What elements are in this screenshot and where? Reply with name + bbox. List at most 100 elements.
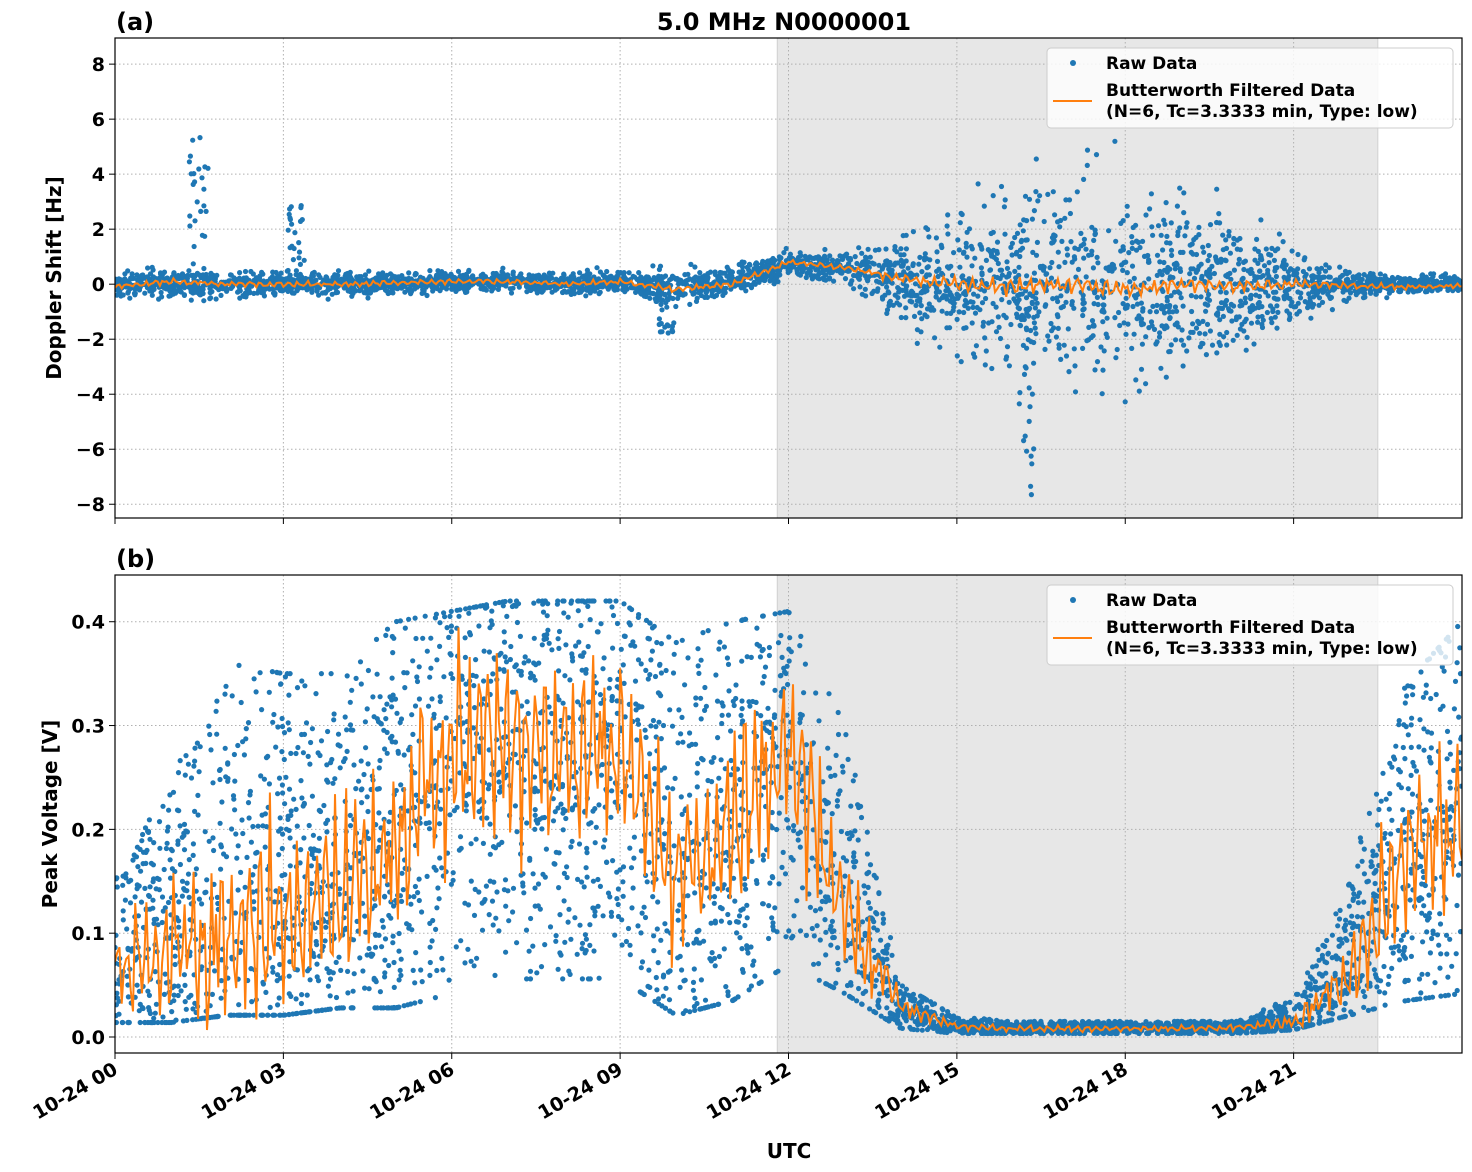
y-tick-label: −8	[76, 494, 105, 516]
raw-data-point	[937, 344, 943, 350]
panel-a: (a) 5.0 MHz N0000001 Doppler Shift [Hz] …	[42, 8, 1463, 524]
raw-data-point	[1374, 984, 1380, 990]
raw-data-point	[948, 263, 954, 269]
raw-data-point	[843, 252, 849, 258]
raw-data-point	[990, 193, 996, 199]
raw-data-point	[530, 943, 536, 949]
raw-data-point	[922, 251, 928, 257]
raw-data-point	[502, 877, 509, 883]
raw-data-point	[518, 271, 524, 277]
raw-data-point	[1236, 261, 1242, 267]
y-tick-label: 4	[92, 164, 105, 186]
raw-data-point	[285, 227, 291, 233]
raw-data-point	[1017, 323, 1024, 329]
raw-data-point	[1376, 806, 1382, 813]
raw-data-point	[1410, 289, 1417, 295]
raw-data-point	[1067, 210, 1073, 217]
raw-data-point	[212, 968, 218, 974]
raw-data-point	[1430, 931, 1436, 937]
raw-data-point	[1017, 253, 1023, 260]
raw-data-point	[1178, 337, 1184, 343]
raw-data-point	[1244, 334, 1250, 340]
raw-data-point	[1037, 263, 1043, 270]
raw-data-point	[1150, 303, 1156, 309]
raw-data-point	[1172, 304, 1178, 310]
raw-data-point	[878, 1013, 884, 1019]
raw-data-point	[1312, 979, 1318, 985]
raw-data-point	[1002, 231, 1008, 237]
raw-data-point	[972, 310, 979, 316]
raw-data-point	[724, 655, 731, 661]
raw-data-point	[595, 903, 601, 909]
raw-data-point	[808, 799, 814, 805]
raw-data-point	[177, 288, 183, 294]
raw-data-point	[207, 290, 213, 296]
raw-data-point	[777, 673, 784, 679]
raw-data-point	[149, 292, 155, 298]
raw-data-point	[980, 319, 987, 325]
raw-data-point	[1030, 293, 1036, 299]
raw-data-point	[1207, 328, 1213, 334]
y-tick-label: 2	[92, 219, 105, 241]
raw-data-point	[1124, 203, 1130, 209]
raw-data-point	[1298, 290, 1304, 296]
raw-data-point	[1237, 247, 1243, 253]
raw-data-point	[990, 229, 996, 235]
raw-data-point	[1133, 377, 1139, 383]
raw-data-point	[1037, 193, 1043, 199]
raw-data-point	[673, 303, 679, 310]
raw-data-point	[208, 270, 214, 276]
raw-data-point	[134, 982, 140, 988]
raw-data-point	[842, 276, 849, 282]
raw-data-point	[354, 274, 360, 280]
raw-data-point	[1158, 365, 1164, 371]
raw-data-point	[651, 766, 658, 772]
raw-data-point	[765, 258, 771, 264]
raw-data-point	[201, 265, 207, 272]
raw-data-point	[1001, 312, 1007, 318]
y-tick-label: 6	[92, 109, 105, 131]
raw-data-point	[736, 269, 742, 275]
raw-data-point	[1319, 299, 1326, 305]
raw-data-point	[1149, 323, 1155, 329]
raw-data-point	[604, 268, 610, 275]
raw-data-point	[851, 272, 857, 279]
raw-data-point	[900, 233, 906, 239]
raw-data-point	[1006, 299, 1012, 305]
raw-data-point	[1073, 274, 1079, 280]
raw-data-point	[1329, 307, 1335, 313]
raw-data-point	[1136, 388, 1142, 394]
raw-data-point	[1050, 296, 1056, 302]
raw-data-point	[880, 265, 886, 271]
raw-data-point	[1065, 326, 1071, 332]
raw-data-point	[862, 890, 868, 896]
raw-data-point	[963, 292, 969, 298]
raw-data-point	[1031, 208, 1037, 214]
raw-data-point	[947, 325, 953, 331]
raw-data-point	[738, 283, 744, 289]
raw-data-point	[1261, 263, 1268, 269]
raw-data-point	[196, 896, 202, 902]
raw-data-point	[936, 297, 942, 303]
raw-data-point	[1217, 220, 1223, 226]
raw-data-point	[809, 925, 815, 932]
raw-data-point	[171, 270, 177, 276]
raw-data-point	[561, 870, 568, 877]
raw-data-point	[1368, 279, 1374, 285]
raw-data-point	[1377, 271, 1383, 277]
raw-data-point	[151, 1015, 157, 1021]
raw-data-point	[301, 257, 307, 263]
raw-data-point	[620, 283, 627, 289]
raw-data-point	[1004, 1018, 1011, 1024]
raw-data-point	[129, 274, 135, 280]
raw-data-point	[1092, 231, 1098, 238]
raw-data-point	[291, 290, 297, 296]
raw-data-point	[1244, 287, 1250, 293]
raw-data-point	[1454, 987, 1460, 994]
raw-data-point	[907, 272, 913, 278]
raw-data-point	[136, 1008, 142, 1014]
raw-data-point	[791, 913, 797, 919]
raw-data-point	[884, 1005, 890, 1011]
raw-data-point	[1180, 363, 1186, 369]
raw-data-point	[1095, 301, 1101, 308]
